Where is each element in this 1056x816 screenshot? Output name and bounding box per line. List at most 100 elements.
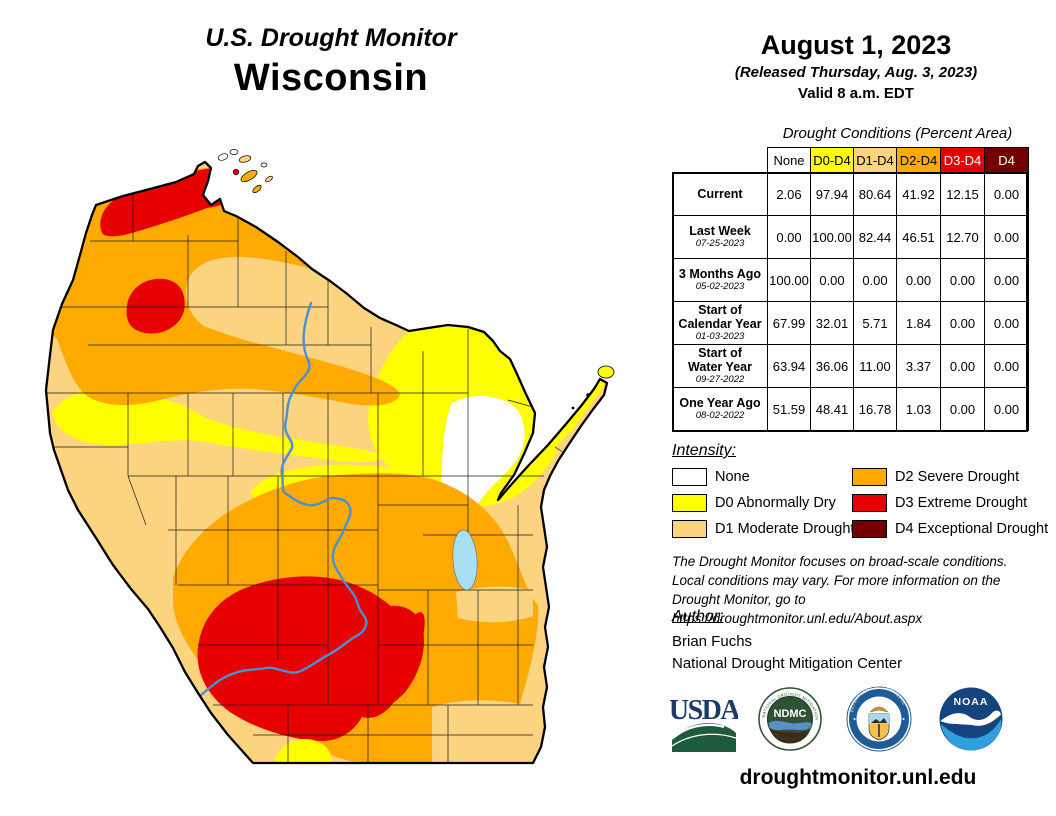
valid-time: Valid 8 a.m. EDT xyxy=(798,85,914,102)
region-d3-west-central xyxy=(126,278,185,334)
cell-value: 51.59 xyxy=(767,387,811,431)
region-d0-bottom xyxy=(274,739,332,763)
legend-swatch-none xyxy=(672,468,707,486)
door-islands xyxy=(571,365,615,410)
table-caption: Drought Conditions (Percent Area) xyxy=(782,125,1013,142)
doc-ship-silhouette xyxy=(871,718,887,723)
usda-swoosh-line-2 xyxy=(671,733,737,747)
legend-swatch-d3 xyxy=(852,494,887,512)
legend-item-d0: D0 Abnormally Dry xyxy=(672,493,836,513)
cell-value: 63.94 xyxy=(767,344,811,388)
doc-lighthouse xyxy=(878,724,880,737)
ndmc-mountains xyxy=(769,728,811,744)
ndmc-logo: NDMC NATIONAL DROUGHT MITIGATION CENTER … xyxy=(756,683,822,756)
col-header-d2d4: D2-D4 xyxy=(896,147,941,173)
legend-label: D2 Severe Drought xyxy=(895,469,1020,485)
state-outline xyxy=(44,160,609,765)
cell-value: 0.00 xyxy=(984,258,1029,302)
islet xyxy=(571,406,575,410)
region-d0-west-band xyxy=(52,388,386,463)
state-name: Wisconsin xyxy=(233,57,429,99)
col-header-d1d4: D1-D4 xyxy=(853,147,897,173)
cell-value: 11.00 xyxy=(853,344,897,388)
row-label: One Year Ago xyxy=(679,396,761,411)
usda-swoosh-line xyxy=(671,723,725,740)
cell-value: 0.00 xyxy=(810,258,854,302)
col-header-d3d4: D3-D4 xyxy=(940,147,985,173)
cell-value: 0.00 xyxy=(853,258,897,302)
region-d1-band-southeast xyxy=(432,700,533,763)
usda-logo: USDA xyxy=(669,694,743,759)
row-date: 09-27-2022 xyxy=(695,374,745,386)
cell-value: 5.71 xyxy=(853,301,897,345)
row-date: 05-02-2023 xyxy=(695,281,745,293)
cell-value: 12.15 xyxy=(940,172,985,216)
cell-value: 2.06 xyxy=(767,172,811,216)
island xyxy=(217,153,229,161)
cell-value: 100.00 xyxy=(767,258,811,302)
doc-star-right xyxy=(902,718,905,720)
cell-value: 0.00 xyxy=(984,387,1029,431)
row-label: Last Week xyxy=(689,224,751,239)
legend-swatch-d0 xyxy=(672,494,707,512)
cell-value: 41.92 xyxy=(896,172,941,216)
intensity-legend: Intensity: None D0 Abnormally Dry D1 Mod… xyxy=(672,442,1052,547)
site-url: droughtmonitor.unl.edu xyxy=(739,766,977,789)
ndmc-logo-text: NDMC xyxy=(774,708,807,720)
row-label: Current xyxy=(697,187,743,201)
islet xyxy=(586,393,590,397)
author-block: Author: Brian Fuchs National Drought Mit… xyxy=(672,608,902,672)
author-name: Brian Fuchs xyxy=(672,633,753,650)
apostle-islands xyxy=(217,149,273,194)
legend-title: Intensity: xyxy=(672,442,737,459)
cell-value: 12.70 xyxy=(940,215,985,259)
row-label: 3 Months Ago xyxy=(678,267,762,282)
legend-item-none: None xyxy=(672,467,750,487)
cell-value: 46.51 xyxy=(896,215,941,259)
cell-value: 1.84 xyxy=(896,301,941,345)
page-title: U.S. Drought Monitor xyxy=(205,24,457,52)
legend-label: D3 Extreme Drought xyxy=(895,495,1028,511)
row-date: 08-02-2022 xyxy=(695,410,745,422)
cell-value: 0.00 xyxy=(940,344,985,388)
cell-value: 16.78 xyxy=(853,387,897,431)
legend-item-d2: D2 Severe Drought xyxy=(852,467,1019,487)
legend-swatch-d2 xyxy=(852,468,887,486)
cell-value: 0.00 xyxy=(767,215,811,259)
usda-field-shape xyxy=(672,723,736,752)
cell-value: 32.01 xyxy=(810,301,854,345)
usda-logo-text: USDA xyxy=(670,695,738,726)
cell-value: 36.06 xyxy=(810,344,854,388)
table-header-row: None D0-D4 D1-D4 D2-D4 D3-D4 D4 xyxy=(673,147,1029,173)
cell-value: 97.94 xyxy=(810,172,854,216)
date-block: August 1, 2023 (Released Thursday, Aug. … xyxy=(660,30,1052,102)
cell-value: 0.00 xyxy=(940,301,985,345)
cell-value: 67.99 xyxy=(767,301,811,345)
map-date: August 1, 2023 xyxy=(760,30,952,60)
cell-value: 82.44 xyxy=(853,215,897,259)
island xyxy=(260,162,268,168)
legend-label: D4 Exceptional Drought xyxy=(895,521,1049,537)
table-row-3-months-ago: 3 Months Ago 05-02-2023 100.00 0.00 0.00 … xyxy=(672,258,1029,302)
noaa-gull-icon xyxy=(940,710,1001,726)
legend-swatch-d4 xyxy=(852,520,887,538)
washington-island xyxy=(597,365,615,379)
release-date: (Released Thursday, Aug. 3, 2023) xyxy=(734,64,978,81)
cell-value: 0.00 xyxy=(896,258,941,302)
noaa-lower-blue xyxy=(941,719,1002,751)
cell-value: 0.00 xyxy=(940,258,985,302)
disclaimer-text: The Drought Monitor focuses on broad-sca… xyxy=(672,554,1008,627)
cell-value: 3.37 xyxy=(896,344,941,388)
cell-value: 0.00 xyxy=(984,301,1029,345)
col-header-d0d4: D0-D4 xyxy=(810,147,854,173)
table-row-start-calendar-year: Start of Calendar Year 01-03-2023 67.99 3… xyxy=(672,301,1029,345)
region-d3-south-lobe xyxy=(364,605,425,708)
island-red xyxy=(232,168,240,176)
col-header-none: None xyxy=(767,147,811,173)
table-row-last-week: Last Week 07-25-2023 0.00 100.00 82.44 46… xyxy=(672,215,1029,259)
row-label: Start of Water Year xyxy=(688,346,752,375)
region-d3-north xyxy=(100,168,237,237)
title-block: U.S. Drought Monitor Wisconsin xyxy=(0,24,662,100)
col-header-d4: D4 xyxy=(984,147,1029,173)
